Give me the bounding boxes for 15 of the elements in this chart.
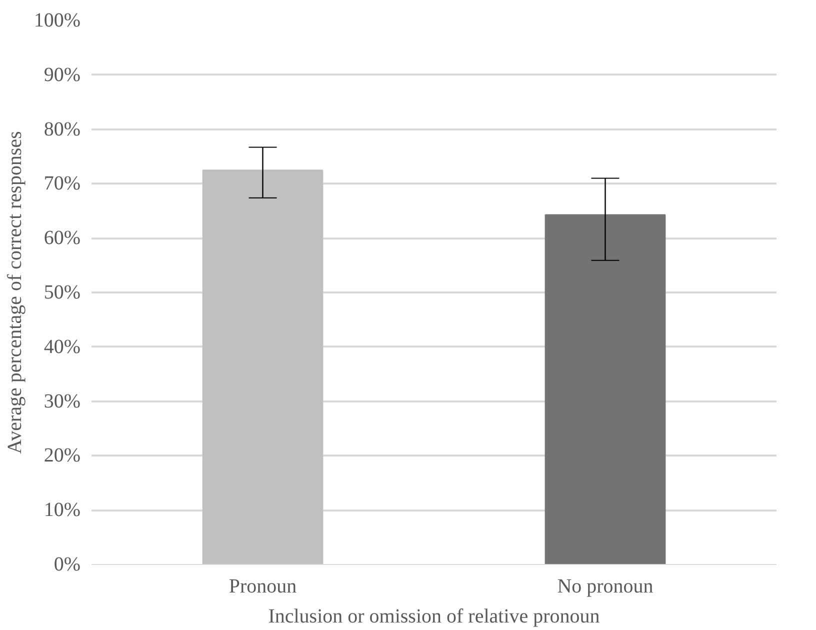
x-tick-label: No pronoun [557,576,654,598]
y-tick-label: 30% [44,390,81,412]
y-tick-label: 90% [44,64,81,86]
y-tick-label: 0% [54,554,81,576]
y-tick-label: 60% [44,227,81,250]
y-tick-label: 100% [34,10,81,32]
y-tick-label: 20% [44,444,81,467]
y-tick-label: 40% [44,336,81,358]
y-tick-label: 50% [44,282,81,304]
x-tick-label: Pronoun [228,576,297,598]
y-tick-label: 10% [44,499,81,522]
y-axis-title: Average percentage of correct responses [4,130,26,454]
x-axis-title: Inclusion or omission of relative pronoun [268,606,600,628]
y-tick-label: 70% [44,172,81,195]
y-tick-label: 80% [44,118,81,140]
